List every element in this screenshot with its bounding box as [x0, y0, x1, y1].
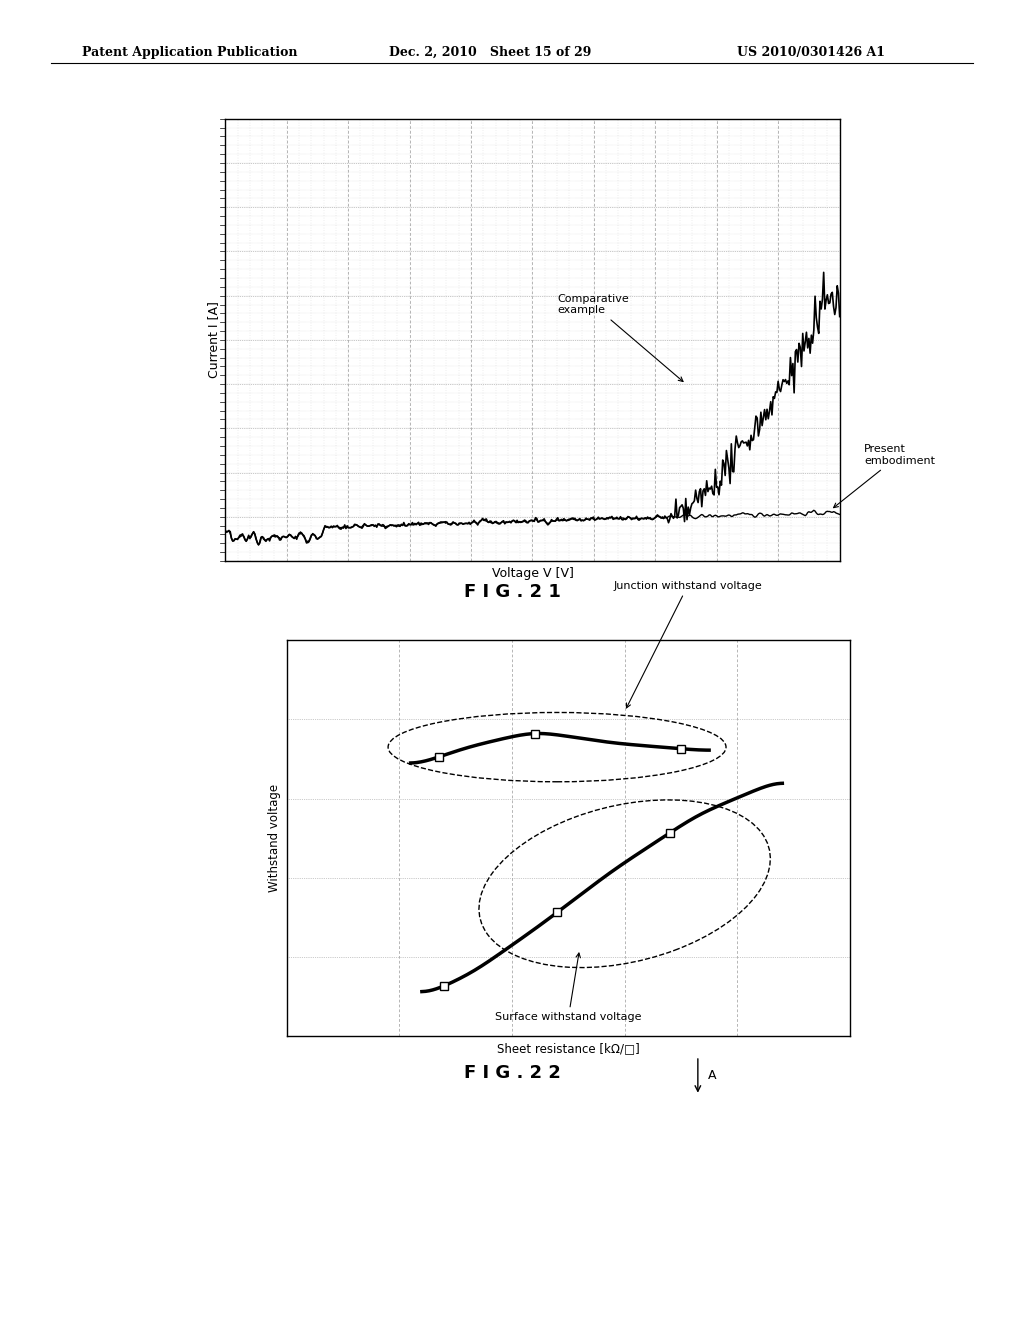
Text: Surface withstand voltage: Surface withstand voltage	[496, 953, 642, 1023]
X-axis label: Voltage V [V]: Voltage V [V]	[492, 566, 573, 579]
Text: Junction withstand voltage: Junction withstand voltage	[613, 581, 762, 708]
Text: US 2010/0301426 A1: US 2010/0301426 A1	[737, 46, 886, 59]
Y-axis label: Current I [A]: Current I [A]	[207, 301, 220, 379]
Text: Present
embodiment: Present embodiment	[834, 444, 935, 508]
Text: Patent Application Publication: Patent Application Publication	[82, 46, 297, 59]
Text: F I G . 2 2: F I G . 2 2	[464, 1064, 560, 1082]
Text: F I G . 2 1: F I G . 2 1	[464, 582, 560, 601]
Y-axis label: Withstand voltage: Withstand voltage	[268, 784, 282, 892]
Text: Dec. 2, 2010   Sheet 15 of 29: Dec. 2, 2010 Sheet 15 of 29	[389, 46, 592, 59]
Text: Comparative
example: Comparative example	[557, 294, 683, 381]
Text: A: A	[708, 1069, 717, 1082]
X-axis label: Sheet resistance [kΩ/□]: Sheet resistance [kΩ/□]	[497, 1041, 640, 1055]
